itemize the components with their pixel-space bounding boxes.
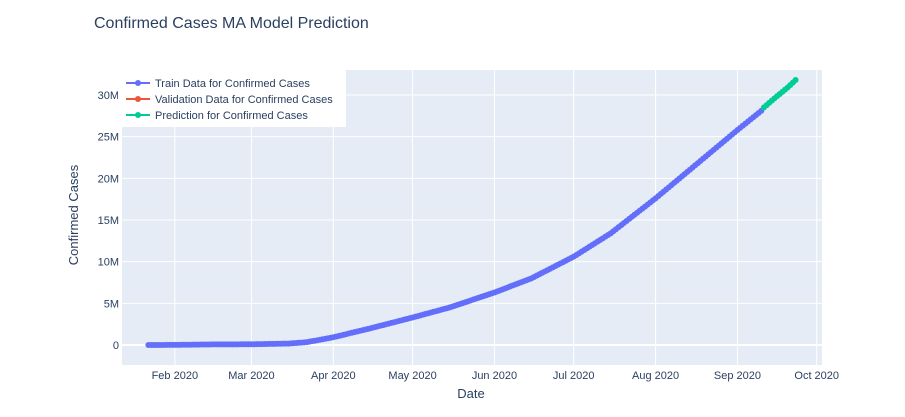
y-tick-label: 30M (98, 90, 119, 102)
legend-item[interactable]: Train Data for Confirmed Cases (126, 78, 310, 90)
legend-box (118, 70, 346, 127)
legend-swatch-marker (135, 112, 141, 118)
data-point (792, 77, 799, 83)
x-tick-label: Mar 2020 (228, 370, 274, 382)
y-tick-label: 25M (98, 132, 119, 144)
legend[interactable]: Train Data for Confirmed Cases Validation… (118, 70, 346, 127)
x-tick-label: Oct 2020 (794, 370, 839, 382)
x-tick-label: Jun 2020 (472, 370, 517, 382)
x-tick-label: Sep 2020 (714, 370, 761, 382)
y-axis-title: Confirmed Cases (66, 164, 81, 265)
y-axis: 0 5M 10M 15M 20M 25M 30M (98, 90, 119, 352)
x-axis-title: Date (457, 386, 484, 401)
y-tick-label: 10M (98, 257, 119, 269)
legend-label: Validation Data for Confirmed Cases (155, 94, 333, 106)
legend-swatch-marker (135, 80, 141, 86)
series-layer (145, 77, 799, 348)
x-axis: Feb 2020 Mar 2020 Apr 2020 May 2020 Jun 2020… (152, 370, 839, 382)
legend-swatch-marker (135, 96, 141, 102)
legend-item[interactable]: Prediction for Confirmed Cases (126, 110, 308, 122)
x-tick-label: Feb 2020 (152, 370, 198, 382)
x-tick-label: Aug 2020 (632, 370, 679, 382)
x-tick-label: May 2020 (388, 370, 436, 382)
legend-label: Train Data for Confirmed Cases (155, 78, 310, 90)
x-tick-label: Apr 2020 (311, 370, 356, 382)
y-tick-label: 15M (98, 215, 119, 227)
legend-label: Prediction for Confirmed Cases (155, 110, 308, 122)
chart-title: Confirmed Cases MA Model Prediction (94, 15, 369, 32)
series-2 (760, 77, 799, 111)
x-tick-label: Jul 2020 (553, 370, 595, 382)
series-0 (145, 107, 765, 348)
y-tick-label: 5M (104, 298, 119, 310)
y-tick-label: 20M (98, 173, 119, 185)
legend-item[interactable]: Validation Data for Confirmed Cases (126, 94, 333, 106)
y-tick-label: 0 (113, 340, 119, 352)
